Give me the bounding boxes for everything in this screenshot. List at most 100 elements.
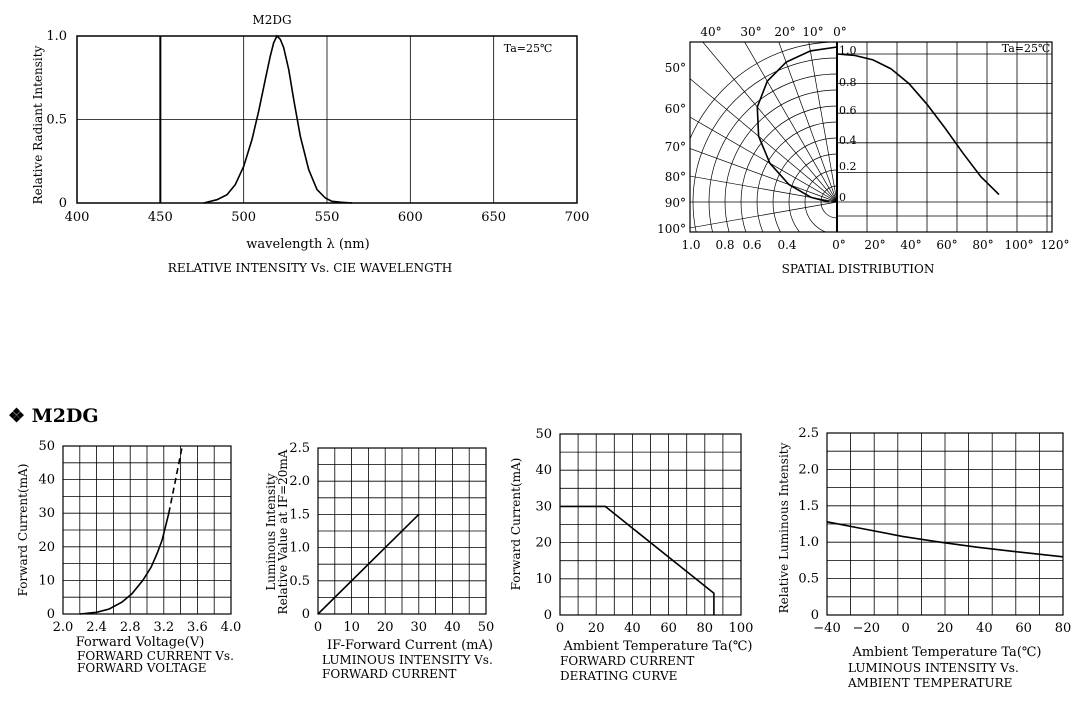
spatial-bottom-right-label: 20°: [864, 238, 885, 252]
iv-x-tick-label: 2.4: [86, 620, 107, 635]
iv-series-line: [168, 445, 184, 514]
spatial-bottom-left-label: 0.6: [742, 238, 761, 252]
iv-x-tick-label: 4.0: [221, 620, 242, 635]
lum_vs_if-y-tick-label: 1.0: [289, 541, 310, 556]
spatial-caption: SPATIAL DISTRIBUTION: [782, 262, 935, 276]
derating-frame: [559, 433, 742, 616]
spatial-left-angle-label: 60°: [665, 102, 686, 116]
iv-y-tick-label: 40: [38, 473, 55, 488]
lum_vs_temp-x-tick-label: −40: [813, 621, 840, 636]
spectrum-x-tick-label: 650: [481, 210, 506, 225]
spatial-radial-label: 1.0: [839, 44, 857, 57]
spatial-bottom-right-label: 100°: [1005, 238, 1034, 252]
spatial-angle-curve: [836, 53, 1000, 196]
lum_vs_if-x-tick-label: 30: [411, 620, 428, 635]
lum_vs_temp-frame: [826, 432, 1064, 616]
iv-x-tick-label: 2.0: [53, 620, 74, 635]
lum_vs_if-y-tick-label: 2.0: [289, 474, 310, 489]
spatial-top-angle-label: 20°: [774, 25, 795, 39]
spectrum-x-tick-label: 400: [65, 210, 90, 225]
spatial-radial-label: 0.2: [839, 160, 857, 173]
derating-caption: DERATING CURVE: [560, 669, 677, 683]
spatial-bottom-left-label: 0.8: [715, 238, 734, 252]
spectrum-x-axis-label: wavelength λ (nm): [246, 237, 369, 252]
iv-y-tick-label: 0: [47, 607, 55, 622]
lum_vs_temp-x-tick-label: 0: [902, 621, 910, 636]
lum_vs_if-x-tick-label: 50: [478, 620, 495, 635]
lum_vs_if-y-tick-label: 1.5: [289, 507, 310, 522]
lum_vs_temp-y-tick-label: 1.0: [798, 535, 819, 550]
spatial-top-angle-label: 30°: [740, 25, 761, 39]
spatial-grid-radial: [690, 148, 837, 203]
derating-y-tick-label: 30: [535, 499, 552, 514]
derating-caption: FORWARD CURRENT: [560, 654, 694, 668]
spatial-grid-radial: [690, 175, 837, 203]
iv-y-tick-label: 50: [38, 439, 55, 454]
iv-x-tick-label: 3.6: [187, 620, 208, 635]
spatial-grid-radial: [808, 42, 837, 203]
spatial-bottom-right-label: 120°: [1041, 238, 1070, 252]
lum_vs_temp-x-tick-label: −20: [853, 621, 880, 636]
diamond-bullet-icon: ❖: [8, 405, 26, 427]
derating-x-axis-label: Ambient Temperature Ta(℃): [562, 639, 752, 654]
spectrum-x-tick-label: 700: [565, 210, 590, 225]
spatial-top-angle-label: 10°: [802, 25, 823, 39]
iv-frame: [62, 445, 232, 615]
iv-x-tick-label: 2.8: [120, 620, 141, 635]
spatial-frame: [689, 41, 1053, 233]
derating-y-tick-label: 20: [535, 536, 552, 551]
spatial-left-angle-label: 50°: [665, 61, 686, 75]
lum_vs_if-x-tick-label: 0: [314, 620, 322, 635]
lum_vs_temp-y-tick-label: 2.5: [798, 426, 819, 441]
derating-x-tick-label: 40: [624, 621, 641, 636]
spatial-top-angle-label: 0°: [833, 25, 847, 39]
iv-x-tick-label: 3.2: [153, 620, 174, 635]
lum_vs_temp-y-tick-label: 0.5: [798, 572, 819, 587]
spatial-polar-curve: [756, 46, 838, 203]
lum_vs_temp-y-tick-label: 0: [811, 608, 819, 623]
derating-y-axis-label: Forward Current(mA): [509, 458, 523, 591]
lum_vs_if-x-tick-label: 20: [377, 620, 394, 635]
derating-x-tick-label: 20: [588, 621, 605, 636]
spectrum-x-tick-label: 450: [148, 210, 173, 225]
section-heading: ❖ M2DG: [8, 405, 99, 427]
lum_vs_if-y-tick-label: 0: [302, 607, 310, 622]
lum-temp-y-axis-label: Relative Luminous Intensity: [777, 442, 791, 613]
spatial-bottom-right-label: 60°: [936, 238, 957, 252]
spectrum-y-axis-label: Relative Radiant Intensity: [31, 45, 45, 204]
spatial-condition: Ta=25℃: [1002, 42, 1051, 55]
lum-if-caption: FORWARD CURRENT: [322, 667, 456, 681]
lum-if-caption: LUMINOUS INTENSITY Vs.: [322, 653, 493, 667]
spatial-grid-radial: [690, 78, 837, 203]
spectrum-y-tick-label: 1.0: [46, 29, 67, 44]
lum_vs_temp-y-tick-label: 2.0: [798, 462, 819, 477]
spatial-bottom-right-label: 80°: [972, 238, 993, 252]
derating-y-tick-label: 50: [535, 427, 552, 442]
spectrum-x-tick-label: 600: [398, 210, 423, 225]
spatial-bottom-right-label: 0°: [832, 238, 846, 252]
lum-temp-x-axis-label: Ambient Temperature Ta(℃): [851, 645, 1041, 660]
iv-caption: FORWARD VOLTAGE: [77, 661, 206, 675]
lum_vs_if-x-tick-label: 10: [343, 620, 360, 635]
iv-y-tick-label: 10: [38, 573, 55, 588]
spatial-left-angle-label: 100°: [657, 222, 686, 236]
spatial-radial-label: 0.8: [839, 76, 857, 89]
spatial-grid-radial: [778, 42, 837, 203]
derating-y-tick-label: 0: [544, 608, 552, 623]
spectrum-y-tick-label: 0.5: [46, 113, 67, 128]
spectrum-series-line: [203, 34, 353, 204]
iv-y-tick-label: 20: [38, 540, 55, 555]
derating-x-tick-label: 100: [729, 621, 754, 636]
spatial-bottom-left-label: 1.0: [681, 238, 700, 252]
lum-if-y-axis-label: Luminous Intensity: [264, 473, 278, 591]
spatial-top-angle-label: 40°: [700, 25, 721, 39]
lum_vs_if-y-tick-label: 2.5: [289, 441, 310, 456]
spatial-grid-group: [690, 42, 837, 232]
derating-y-tick-label: 10: [535, 572, 552, 587]
lum_vs_if-frame: [317, 447, 487, 615]
lum-temp-caption: LUMINOUS INTENSITY Vs.: [848, 661, 1019, 675]
lum_vs_temp-y-tick-label: 1.5: [798, 499, 819, 514]
spatial-grid-radial: [690, 201, 837, 229]
iv-caption: FORWARD CURRENT Vs.: [77, 649, 234, 663]
